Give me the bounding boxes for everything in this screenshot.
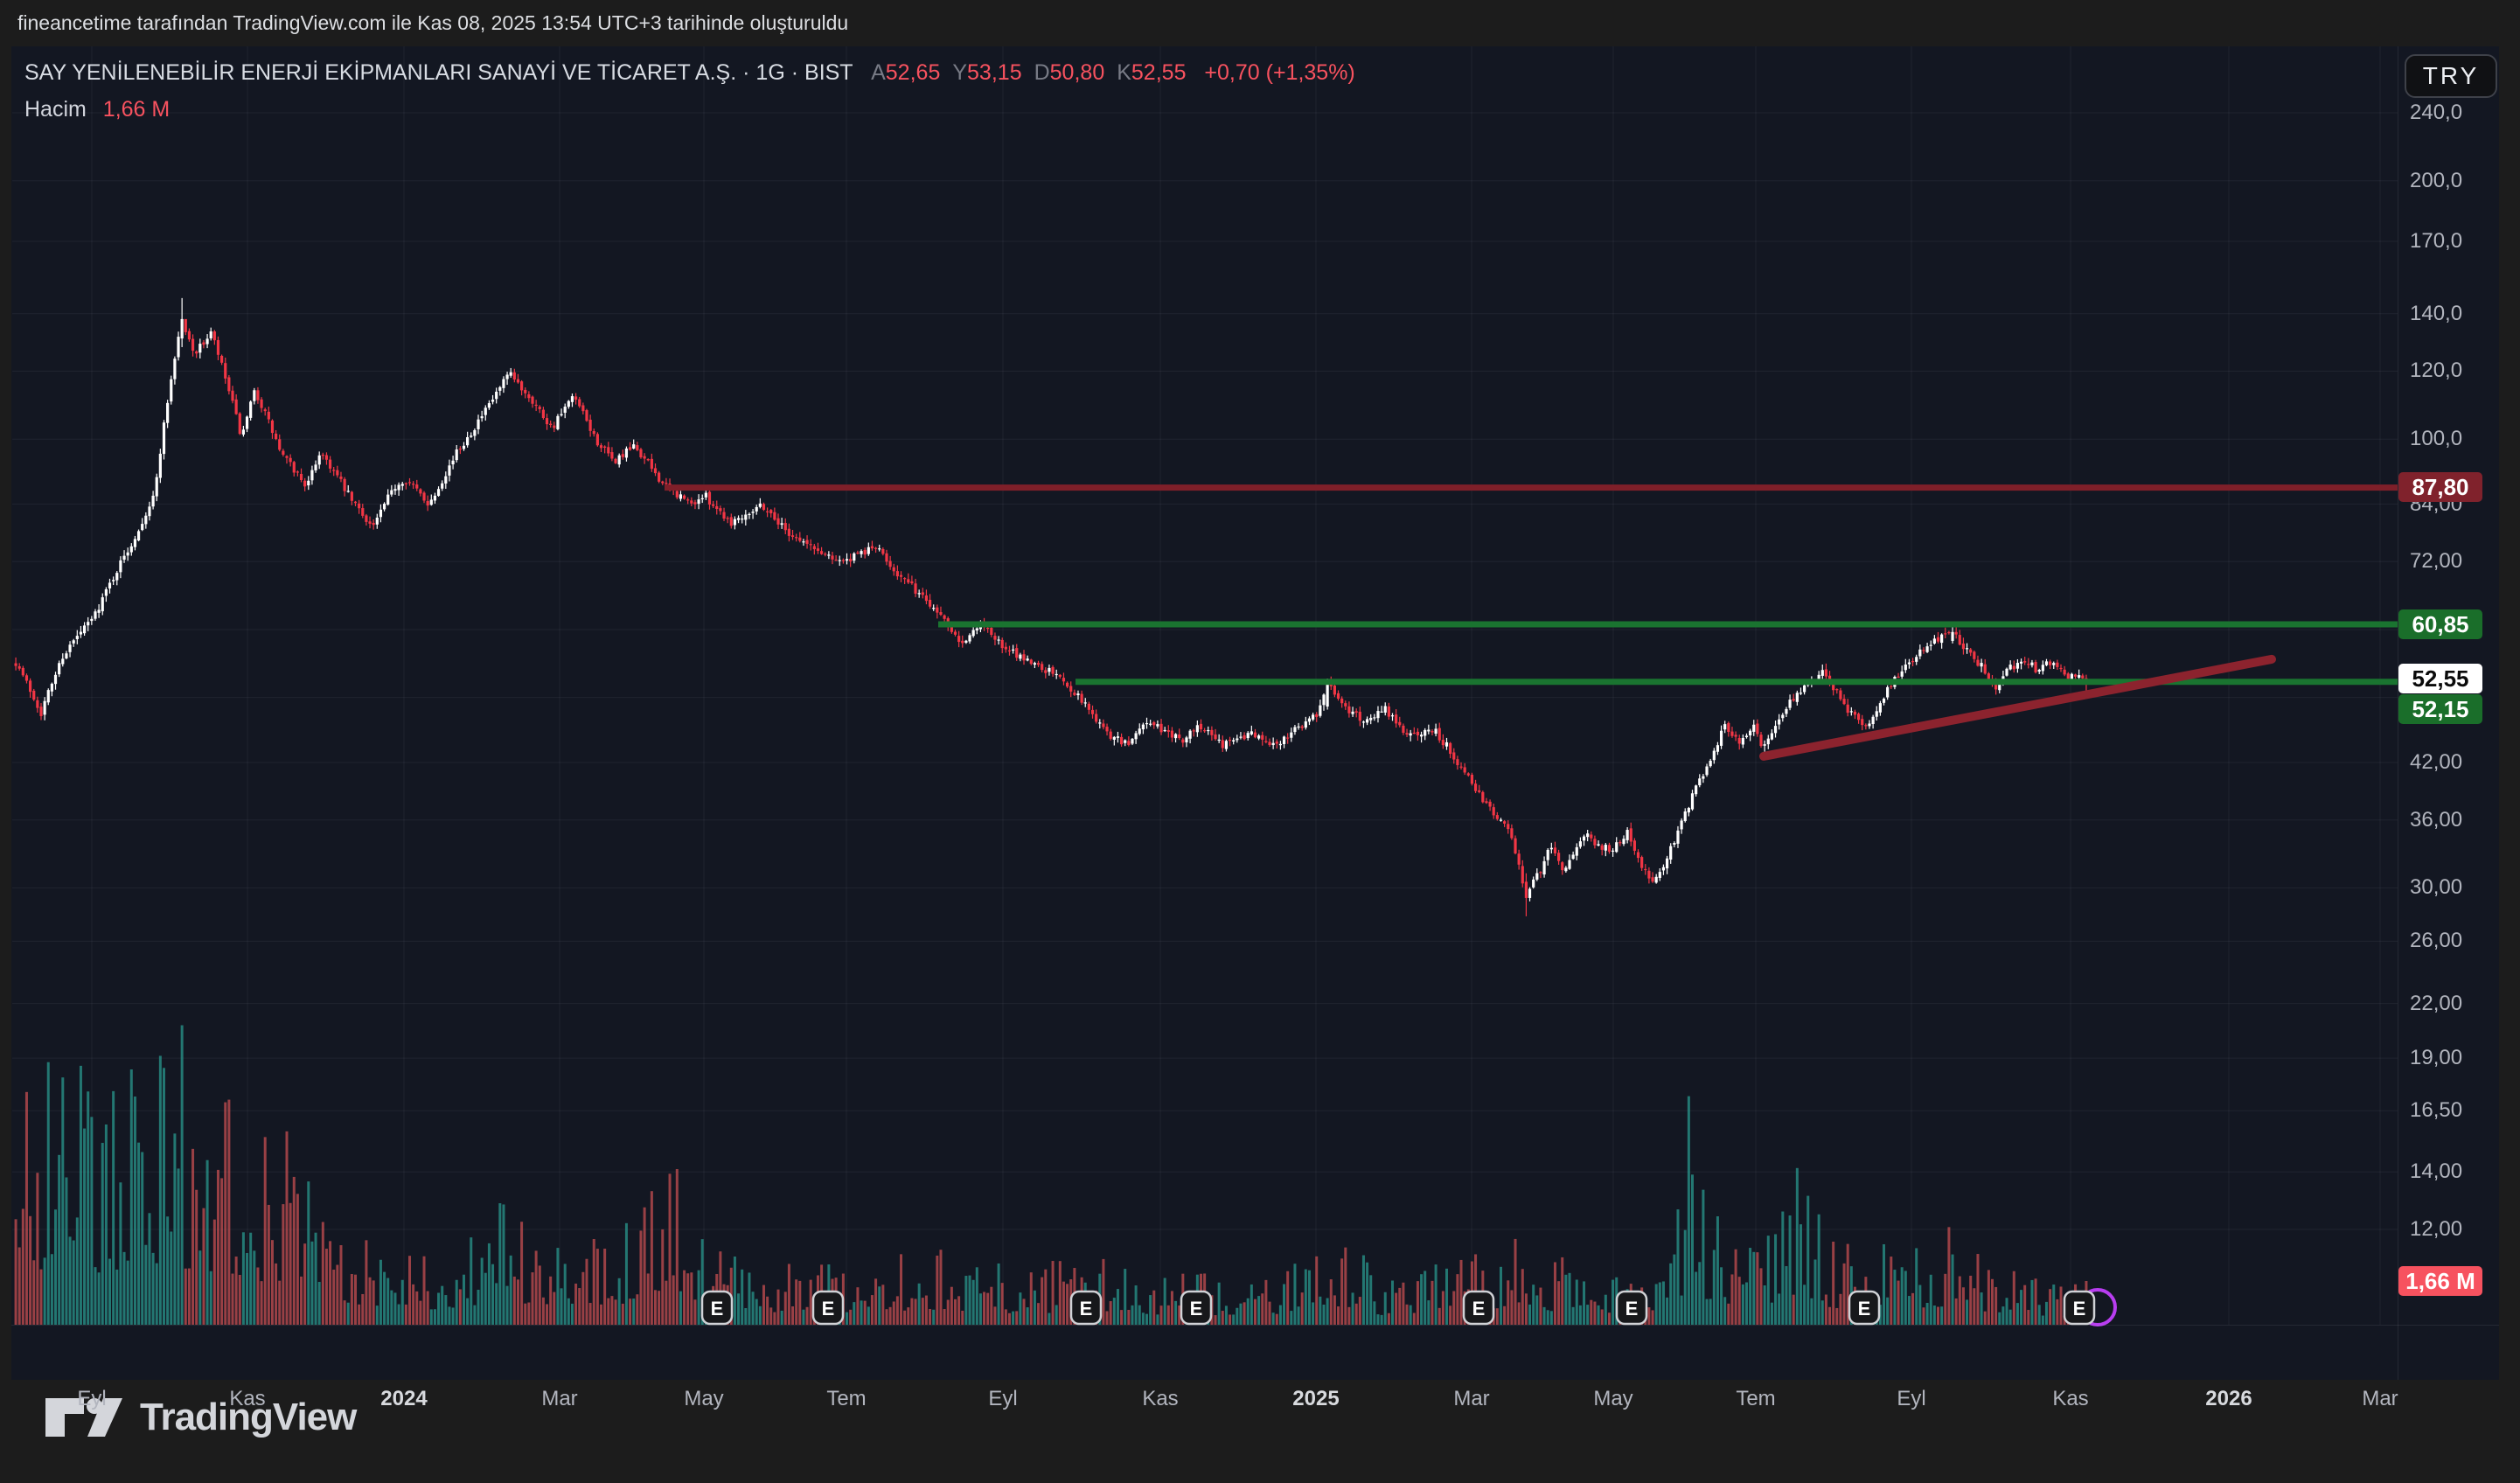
time-tick-label: Eyl [988, 1387, 1018, 1410]
price-badge: 1,66 M [2398, 1266, 2482, 1296]
earnings-icon: E [711, 1298, 724, 1319]
earnings-marker[interactable]: E [1069, 1290, 1103, 1326]
price-tick-label: 240,0 [2410, 101, 2463, 124]
currency-toggle-button[interactable]: TRY [2405, 54, 2497, 98]
price-tick-label: 12,00 [2410, 1217, 2463, 1241]
price-tick-label: 120,0 [2410, 359, 2463, 383]
price-tick-label: 72,00 [2410, 549, 2463, 574]
time-tick-label: May [1593, 1387, 1633, 1410]
price-badge: 60,85 [2398, 609, 2482, 639]
price-tick-label: 30,00 [2410, 875, 2463, 900]
time-tick-label: Eyl [77, 1387, 107, 1410]
price-tick-label: 19,00 [2410, 1046, 2463, 1070]
tradingview-logo: TradingView [44, 1396, 357, 1439]
legend-row-volume: Hacim 1,66 M [24, 97, 1355, 122]
time-tick-label: 2025 [1292, 1387, 1340, 1410]
earnings-marker[interactable]: E [811, 1290, 845, 1326]
change-value: +0,70 (+1,35%) [1204, 60, 1355, 85]
price-tick-label: 16,50 [2410, 1098, 2463, 1123]
earnings-marker[interactable]: E [1462, 1290, 1495, 1326]
separator-dot: · [742, 60, 756, 85]
time-tick-label: Mar [2362, 1387, 2398, 1410]
footer-bar: TradingView [0, 1380, 2520, 1483]
time-tick-label: Tem [826, 1387, 867, 1410]
ohlc-pair: K52,55 [1117, 60, 1187, 85]
price-tick-label: 36,00 [2410, 807, 2463, 832]
ohlc-values: A52,65 Y53,15 D50,80 K52,55 [859, 60, 1186, 85]
symbol-legend: SAY YENİLENEBİLİR ENERJİ EKİPMANLARI SAN… [24, 60, 1355, 122]
earnings-marker[interactable]: E [1180, 1290, 1213, 1326]
price-badge: 52,15 [2398, 694, 2482, 724]
price-badge: 52,55 [2398, 664, 2482, 693]
candlesticks [14, 297, 2088, 916]
ohlc-pair: Y53,15 [952, 60, 1022, 85]
earnings-marker[interactable]: E [1848, 1290, 1881, 1326]
earnings-icon: E [1080, 1298, 1093, 1319]
earnings-marker[interactable]: E [700, 1290, 734, 1326]
earnings-icon: E [822, 1298, 835, 1319]
time-tick-label: Kas [1142, 1387, 1179, 1410]
price-tick-label: 22,00 [2410, 991, 2463, 1015]
price-tick-label: 170,0 [2410, 228, 2463, 253]
time-tick-label: Tem [1736, 1387, 1776, 1410]
volume-value: 1,66 M [102, 97, 171, 122]
price-tick-label: 100,0 [2410, 427, 2463, 451]
price-tick-label: 26,00 [2410, 929, 2463, 953]
price-tick-label: 14,00 [2410, 1159, 2463, 1184]
chart-area[interactable]: E E E E E E E E SAY YENİLENEBİLİR ENERJİ EKİPMA… [11, 46, 2499, 1410]
time-tick-label: Kas [2052, 1387, 2089, 1410]
ohlc-pair: D50,80 [1034, 60, 1105, 85]
time-axis-separator [11, 1325, 2499, 1326]
earnings-icon: E [2073, 1298, 2086, 1319]
time-tick-label: Mar [541, 1387, 578, 1410]
attribution-text: fineancetime tarafından TradingView.com … [17, 11, 849, 34]
price-tick-label: 200,0 [2410, 168, 2463, 192]
volume-bars [14, 1025, 2088, 1325]
earnings-marker[interactable]: E [2063, 1290, 2096, 1326]
time-tick-label: Mar [1453, 1387, 1490, 1410]
earnings-marker[interactable]: E [1615, 1290, 1648, 1326]
separator-dot: · [790, 60, 805, 85]
price-tick-label: 140,0 [2410, 301, 2463, 325]
time-tick-label: Kas [229, 1387, 266, 1410]
attribution-bar: fineancetime tarafından TradingView.com … [0, 0, 2520, 46]
time-tick-label: May [684, 1387, 724, 1410]
earnings-icon: E [1190, 1298, 1203, 1319]
trendline[interactable] [1759, 654, 2276, 761]
time-tick-label: 2026 [2205, 1387, 2252, 1410]
ohlc-pair: A52,65 [871, 60, 941, 85]
earnings-icon: E [1858, 1298, 1871, 1319]
legend-row-symbol: SAY YENİLENEBİLİR ENERJİ EKİPMANLARI SAN… [24, 60, 1355, 86]
volume-label: Hacim [24, 97, 87, 122]
time-tick-label: Eyl [1897, 1387, 1926, 1410]
symbol-exchange: BIST [804, 60, 853, 85]
price-badge: 87,80 [2398, 472, 2482, 502]
time-tick-label: 2024 [380, 1387, 428, 1410]
price-tick-label: 42,00 [2410, 749, 2463, 774]
earnings-icon: E [1625, 1298, 1639, 1319]
earnings-icon: E [1472, 1298, 1486, 1319]
tradingview-logo-text: TradingView [140, 1396, 357, 1438]
symbol-interval: 1G [755, 60, 785, 85]
tradingview-logo-icon [45, 1398, 122, 1437]
symbol-title: SAY YENİLENEBİLİR ENERJİ EKİPMANLARI SAN… [24, 60, 737, 85]
